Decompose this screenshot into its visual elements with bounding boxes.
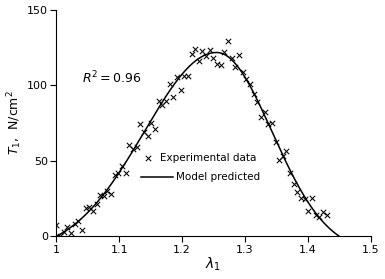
Point — [119, 164, 125, 169]
Point — [148, 120, 154, 125]
Point — [232, 65, 238, 69]
Point — [221, 50, 228, 54]
Point — [243, 76, 249, 81]
Point — [203, 54, 209, 58]
Point — [251, 91, 257, 96]
Point — [181, 74, 187, 78]
Point — [320, 210, 326, 214]
Point — [309, 196, 315, 200]
Point — [134, 145, 140, 149]
Point — [236, 53, 242, 57]
Point — [283, 149, 290, 153]
Text: Model predicted: Model predicted — [176, 172, 260, 182]
Point — [108, 192, 114, 196]
Point — [145, 134, 151, 138]
Point — [137, 122, 144, 127]
Point — [97, 193, 103, 198]
Point — [316, 215, 322, 219]
Point — [214, 62, 220, 66]
Point — [313, 213, 319, 217]
Point — [101, 194, 107, 198]
Point — [225, 39, 231, 44]
Point — [126, 143, 132, 148]
Point — [104, 189, 110, 193]
Text: Experimental data: Experimental data — [160, 153, 256, 163]
X-axis label: $\lambda_1$: $\lambda_1$ — [206, 256, 221, 273]
Point — [254, 100, 260, 104]
Point — [207, 47, 213, 52]
Point — [57, 234, 63, 239]
Point — [94, 202, 100, 206]
Point — [229, 56, 235, 60]
Point — [305, 208, 311, 213]
Point — [53, 223, 59, 227]
Point — [276, 158, 282, 163]
Point — [192, 47, 198, 51]
Point — [261, 110, 268, 114]
Point — [75, 219, 81, 223]
Point — [269, 121, 275, 126]
Point — [291, 181, 297, 186]
Point — [265, 122, 271, 126]
Point — [141, 130, 147, 135]
Point — [152, 127, 158, 132]
Text: $R^2 = 0.96$: $R^2 = 0.96$ — [82, 69, 141, 86]
Point — [258, 115, 264, 119]
Point — [298, 196, 304, 200]
Point — [82, 206, 89, 210]
Point — [280, 154, 286, 158]
Point — [144, 155, 151, 160]
Point — [218, 63, 224, 68]
Point — [174, 75, 180, 79]
Point — [159, 103, 166, 107]
Point — [166, 81, 172, 86]
Point — [301, 197, 308, 201]
Point — [239, 70, 246, 74]
Point — [86, 205, 92, 209]
Point — [196, 59, 202, 63]
Point — [163, 99, 169, 104]
Point — [130, 147, 136, 152]
Point — [156, 98, 162, 103]
Point — [68, 230, 74, 235]
Point — [177, 88, 184, 92]
Point — [112, 173, 118, 177]
Point — [72, 222, 78, 227]
Point — [210, 56, 216, 60]
Point — [64, 225, 70, 229]
Point — [123, 170, 129, 175]
Point — [247, 82, 253, 86]
Point — [273, 140, 279, 144]
Point — [188, 52, 194, 57]
Point — [199, 48, 206, 53]
Point — [323, 213, 330, 218]
Point — [185, 74, 191, 78]
Point — [295, 190, 301, 195]
Point — [79, 228, 85, 232]
Point — [287, 171, 293, 175]
Point — [60, 230, 67, 234]
Point — [170, 95, 176, 99]
Point — [90, 209, 96, 214]
Y-axis label: $T_1$,  N/cm$^2$: $T_1$, N/cm$^2$ — [5, 90, 24, 155]
Point — [116, 170, 122, 175]
